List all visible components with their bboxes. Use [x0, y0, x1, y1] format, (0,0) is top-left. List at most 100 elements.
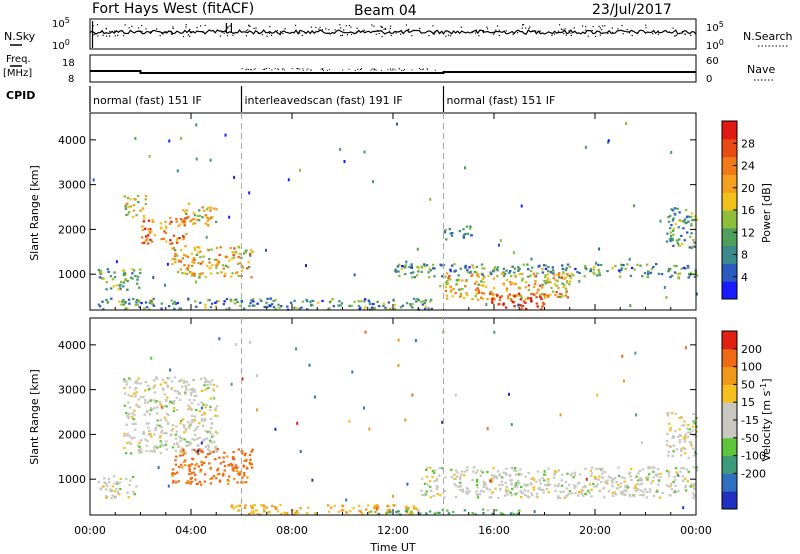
sky-dot — [482, 30, 484, 32]
power-cell — [444, 286, 448, 289]
velocity-cell — [494, 487, 497, 490]
velocity-cell — [286, 512, 289, 515]
power-cell — [521, 277, 524, 280]
power-cell — [520, 307, 523, 310]
velocity-cell — [669, 427, 672, 430]
nave-dot — [342, 69, 343, 71]
power-cell — [191, 260, 194, 264]
colorbar-segment — [722, 281, 737, 300]
velocity-cell — [655, 474, 658, 477]
velocity-cell — [657, 479, 661, 482]
velocity-cell — [620, 490, 623, 493]
velocity-cell — [387, 505, 390, 508]
velocity-cell — [506, 493, 509, 496]
power-cell — [310, 303, 313, 306]
velocity-cell — [180, 463, 183, 466]
power-cell — [250, 276, 253, 279]
nave-dot — [263, 68, 265, 70]
velocity-cell — [692, 447, 695, 450]
velocity-cell — [559, 490, 562, 493]
velocity-cell — [250, 463, 253, 466]
velocity-cell — [165, 440, 168, 443]
velocity-cell — [454, 393, 457, 397]
nave-dot — [310, 69, 312, 71]
power-cell — [232, 256, 236, 259]
velocity-cell — [559, 497, 562, 500]
power-cell — [141, 241, 144, 245]
power-cell — [139, 271, 142, 275]
power-cell — [477, 289, 481, 292]
velocity-cell — [206, 453, 210, 456]
velocity-cell — [573, 487, 576, 490]
power-cell — [410, 266, 413, 269]
power-cell — [457, 278, 460, 281]
power-cell — [201, 216, 204, 219]
velocity-cell — [237, 448, 240, 451]
power-cell — [517, 303, 520, 307]
sky-dot — [255, 27, 257, 29]
velocity-cell — [393, 504, 396, 507]
velocity-cell — [212, 475, 216, 478]
velocity-cell — [166, 396, 169, 399]
power-cell — [172, 247, 175, 250]
velocity-cell — [687, 431, 690, 434]
velocity-cell — [490, 495, 493, 499]
velocity-cell — [159, 383, 163, 386]
power-cell — [215, 266, 218, 269]
power-cell — [470, 274, 473, 278]
sky-dot — [551, 34, 553, 36]
velocity-cell — [110, 489, 113, 492]
power-cell — [564, 294, 567, 297]
power-cell — [446, 279, 449, 283]
velocity-cell — [135, 404, 138, 407]
power-cell — [145, 306, 149, 309]
power-cell — [124, 203, 128, 206]
velocity-cell — [491, 512, 494, 515]
sky-dot — [684, 33, 686, 35]
power-cell — [252, 300, 255, 303]
power-cell — [216, 271, 219, 275]
velocity-cell — [677, 435, 680, 439]
velocity-cell — [188, 465, 192, 468]
colorbar-tick-label: 24 — [741, 160, 755, 173]
power-cell — [636, 263, 639, 266]
power-cell — [480, 284, 483, 287]
power-cell — [663, 286, 666, 289]
velocity-cell — [184, 392, 187, 396]
power-cell — [185, 216, 189, 219]
power-cell — [399, 306, 403, 309]
nave-dot — [248, 69, 249, 71]
power-cell — [514, 294, 518, 297]
nave-dot — [392, 69, 394, 71]
power-cell — [466, 232, 470, 235]
nave-dot — [390, 68, 392, 70]
power-cell — [192, 218, 195, 221]
power-cell — [198, 246, 201, 249]
power-cell — [660, 273, 664, 276]
velocity-cell — [547, 467, 550, 470]
power-cell — [265, 248, 267, 252]
power-cell — [458, 230, 462, 233]
power-cell — [183, 222, 186, 225]
velocity-cell — [211, 477, 214, 480]
power-cell — [489, 291, 492, 294]
velocity-cell — [651, 480, 655, 483]
velocity-cell — [595, 485, 598, 488]
power-cell — [531, 292, 534, 295]
velocity-cell — [198, 436, 201, 439]
velocity-cell — [197, 452, 200, 456]
velocity-cell — [425, 512, 428, 515]
velocity-cell — [683, 452, 687, 455]
power-cell — [469, 227, 472, 230]
velocity-cell — [156, 406, 159, 409]
power-cell — [510, 299, 513, 302]
velocity-cell — [110, 497, 113, 500]
sky-dot — [602, 25, 604, 27]
velocity-cell — [252, 511, 255, 514]
velocity-cell — [163, 405, 167, 408]
velocity-cell — [183, 379, 186, 383]
velocity-cell — [159, 445, 162, 448]
power-cell — [629, 304, 632, 308]
velocity-cell — [171, 474, 174, 477]
power-cell — [667, 220, 671, 223]
